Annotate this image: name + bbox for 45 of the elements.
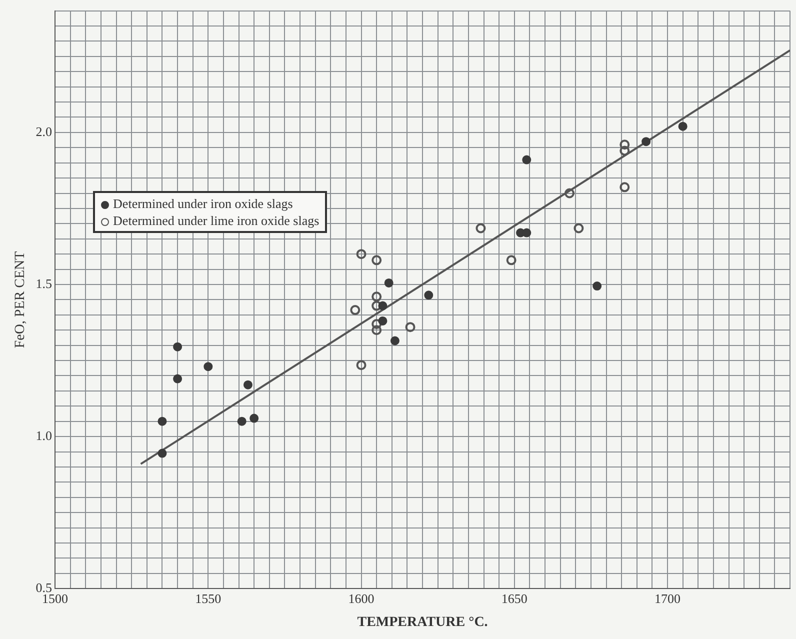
point <box>372 255 382 266</box>
x-tick-label: 1600 <box>348 590 374 606</box>
point <box>372 319 382 330</box>
legend-label: Determined under iron oxide slags <box>112 194 294 212</box>
point <box>173 374 182 384</box>
point <box>378 301 388 310</box>
point <box>678 122 688 131</box>
point <box>173 342 182 352</box>
point <box>424 290 434 300</box>
x-tick-label: 1700 <box>654 590 681 606</box>
point <box>158 448 167 458</box>
point <box>476 223 486 234</box>
point <box>350 305 360 316</box>
point <box>592 282 602 291</box>
y-tick-label: 1.5 <box>36 276 52 291</box>
point <box>243 380 252 390</box>
point <box>372 325 382 336</box>
point <box>642 137 651 146</box>
point <box>620 182 630 192</box>
point <box>506 255 516 266</box>
point <box>620 146 630 156</box>
point <box>405 322 416 332</box>
point <box>158 416 167 426</box>
point <box>250 414 259 423</box>
x-tick-label: 1550 <box>195 590 222 606</box>
point <box>356 360 366 370</box>
x-axis-title: TEMPERATURE °C. <box>357 615 488 630</box>
point <box>522 155 532 164</box>
x-tick-label: 1650 <box>501 590 528 606</box>
y-tick-label: 1.0 <box>36 428 52 443</box>
point <box>620 140 630 150</box>
point <box>390 336 400 346</box>
point <box>356 249 366 260</box>
point <box>204 362 213 372</box>
y-tick-label: 0.5 <box>36 580 52 596</box>
point <box>372 292 382 302</box>
point <box>372 300 382 311</box>
legend-label: Determined under lime iron oxide slags <box>112 212 320 229</box>
y-tick-label: 2.0 <box>36 124 52 139</box>
point <box>384 278 394 288</box>
point <box>237 416 246 426</box>
point <box>564 188 575 198</box>
y-axis-title: FeO, PER CENT <box>13 250 28 348</box>
point <box>378 316 388 326</box>
point <box>574 223 584 234</box>
